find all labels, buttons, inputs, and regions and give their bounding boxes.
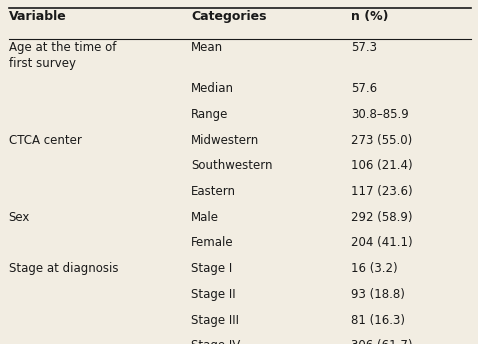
Text: Male: Male (191, 211, 219, 224)
Text: Stage I: Stage I (191, 262, 232, 275)
Text: 93 (18.8): 93 (18.8) (351, 288, 405, 301)
Text: 81 (16.3): 81 (16.3) (351, 313, 405, 326)
Text: 117 (23.6): 117 (23.6) (351, 185, 413, 198)
Text: Eastern: Eastern (191, 185, 236, 198)
Text: Stage II: Stage II (191, 288, 236, 301)
Text: Sex: Sex (9, 211, 30, 224)
Text: Age at the time of
first survey: Age at the time of first survey (9, 41, 116, 70)
Text: Median: Median (191, 82, 234, 95)
Text: n (%): n (%) (351, 10, 389, 23)
Text: CTCA center: CTCA center (9, 134, 81, 147)
Text: Range: Range (191, 108, 228, 121)
Text: 306 (61.7): 306 (61.7) (351, 339, 413, 344)
Text: 273 (55.0): 273 (55.0) (351, 134, 413, 147)
Text: 292 (58.9): 292 (58.9) (351, 211, 413, 224)
Text: Variable: Variable (9, 10, 66, 23)
Text: 57.3: 57.3 (351, 41, 377, 54)
Text: Stage III: Stage III (191, 313, 239, 326)
Text: Southwestern: Southwestern (191, 159, 273, 172)
Text: Categories: Categories (191, 10, 267, 23)
Text: Female: Female (191, 236, 234, 249)
Text: 30.8–85.9: 30.8–85.9 (351, 108, 409, 121)
Text: 204 (41.1): 204 (41.1) (351, 236, 413, 249)
Text: Stage IV: Stage IV (191, 339, 240, 344)
Text: 106 (21.4): 106 (21.4) (351, 159, 413, 172)
Text: 57.6: 57.6 (351, 82, 378, 95)
Text: 16 (3.2): 16 (3.2) (351, 262, 398, 275)
Text: Mean: Mean (191, 41, 223, 54)
Text: Stage at diagnosis: Stage at diagnosis (9, 262, 118, 275)
Text: Midwestern: Midwestern (191, 134, 260, 147)
